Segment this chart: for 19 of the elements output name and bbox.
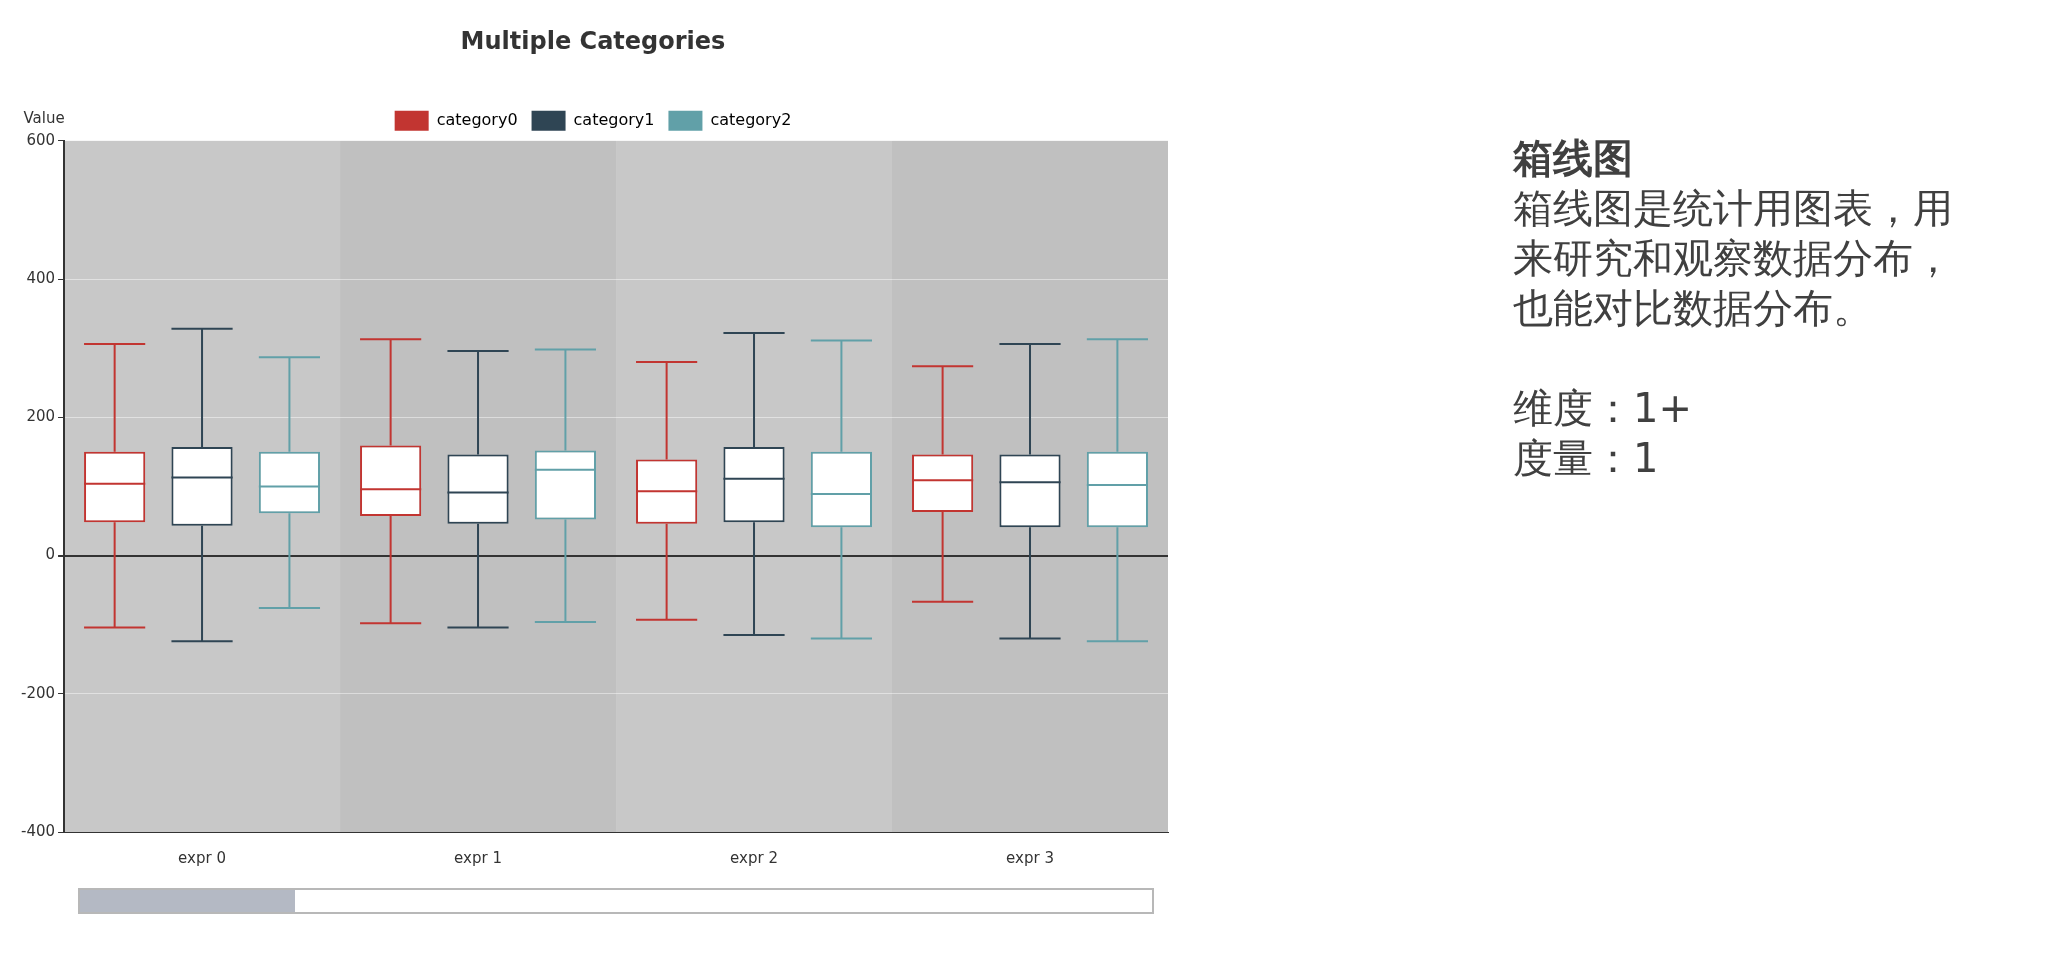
x-tick-label: expr 2 <box>730 848 778 867</box>
chart-title: Multiple Categories <box>460 26 726 55</box>
legend-label: category0 <box>436 109 518 129</box>
y-axis-title: Value <box>23 109 65 128</box>
y-tick-label: -400 <box>21 821 56 840</box>
y-tick-label: 400 <box>26 268 56 287</box>
text: 维度：1+ <box>1513 384 1693 433</box>
y-tick-label: 200 <box>26 407 56 426</box>
text: 度量：1 <box>1513 434 1660 483</box>
y-tick-label: -200 <box>21 683 56 702</box>
x-tick-label: expr 1 <box>454 848 502 867</box>
legend-label: category2 <box>710 109 792 129</box>
y-tick-label: 600 <box>26 130 56 149</box>
y-tick-label: 0 <box>45 545 56 564</box>
x-tick-label: expr 0 <box>178 848 226 867</box>
text: 箱线图 <box>1513 134 1634 183</box>
legend-label: category1 <box>573 109 655 129</box>
text: 箱线图是统计用图表，用来研究和观察数据分布，也能对比数据分布。 <box>1513 184 1954 333</box>
x-tick-label: expr 3 <box>1006 848 1054 867</box>
